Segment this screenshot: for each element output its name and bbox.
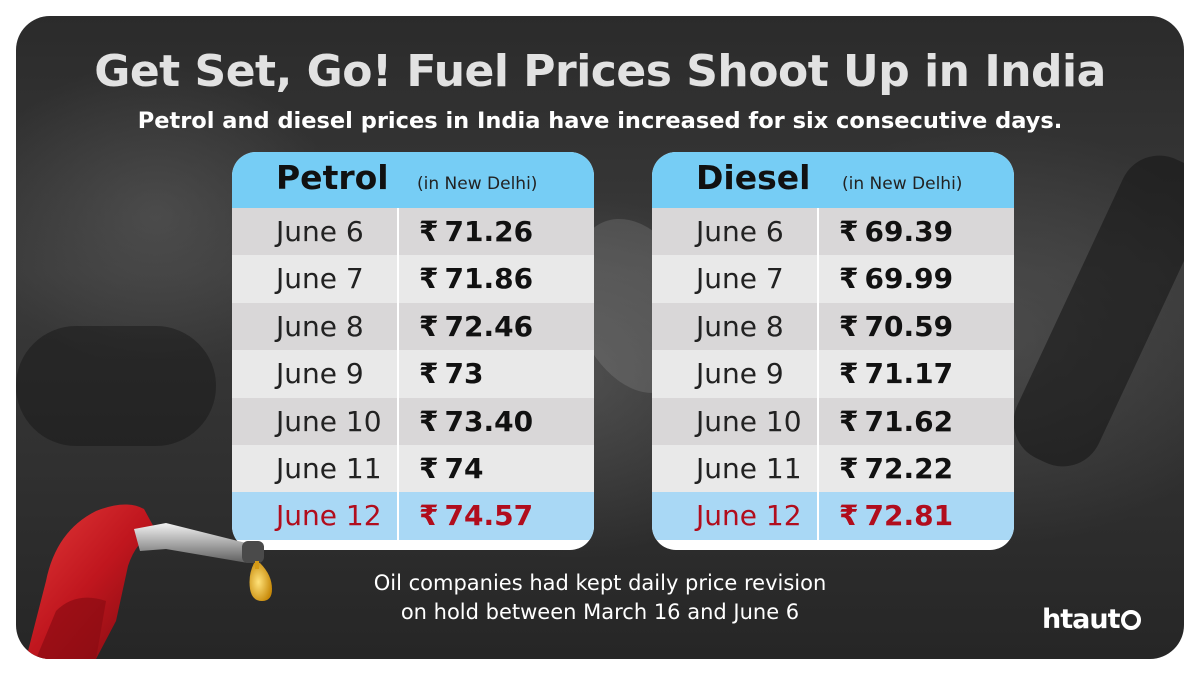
diesel-row-price: 70.59 <box>864 309 954 343</box>
diesel-table-location: (in New Delhi) <box>842 174 963 194</box>
petrol-row-price: 74.57 <box>444 499 534 533</box>
petrol-table-row: June 8 ₹72.46 <box>232 302 594 351</box>
logo-ht-text: ht <box>1042 604 1073 635</box>
background-shadow-shape <box>16 326 216 446</box>
petrol-row-date: June 9 <box>276 357 364 391</box>
petrol-table-row: June 11 ₹74 <box>232 444 594 493</box>
petrol-table-header: Petrol (in New Delhi) <box>232 152 594 208</box>
petrol-row-price-cell: ₹72.46 <box>397 302 594 351</box>
footnote-line-2: on hold between March 16 and June 6 <box>400 600 800 624</box>
diesel-row-price-cell: ₹72.81 <box>817 492 1014 540</box>
diesel-row-price-cell: ₹71.17 <box>817 350 1014 398</box>
fuel-nozzle-icon <box>26 504 272 659</box>
rupee-icon: ₹ <box>839 309 859 343</box>
petrol-table-location: (in New Delhi) <box>417 174 538 194</box>
ht-auto-logo: htaut <box>1042 604 1141 635</box>
diesel-table-row: June 9 ₹71.17 <box>652 350 1014 398</box>
petrol-row-price: 74 <box>444 451 484 485</box>
diesel-row-price: 72.81 <box>864 499 954 533</box>
petrol-row-price-cell: ₹73.40 <box>397 397 594 445</box>
diesel-table-header: Diesel (in New Delhi) <box>652 152 1014 208</box>
petrol-price-table: Petrol (in New Delhi) June 6 ₹71.26 June 7… <box>232 152 594 550</box>
diesel-row-price-cell: ₹69.39 <box>817 208 1014 256</box>
diesel-row-date: June 8 <box>696 309 784 343</box>
petrol-table-row: June 9 ₹73 <box>232 350 594 398</box>
diesel-row-price-cell: ₹71.62 <box>817 397 1014 445</box>
rupee-icon: ₹ <box>419 499 439 533</box>
logo-auto-text: aut <box>1072 604 1120 635</box>
diesel-row-date: June 7 <box>696 262 784 296</box>
footnote: Oil companies had kept daily price revis… <box>316 569 884 627</box>
diesel-row-price-cell: ₹70.59 <box>817 302 1014 351</box>
rupee-icon: ₹ <box>839 215 859 248</box>
background-hose-shape <box>1000 142 1184 480</box>
diesel-table-rows: June 6 ₹69.39 June 7 ₹69.99 June 8 ₹70.59 June… <box>652 208 1014 540</box>
rupee-icon: ₹ <box>839 404 859 438</box>
page-subtitle: Petrol and diesel prices in India have i… <box>137 108 1063 134</box>
footnote-line-1: Oil companies had kept daily price revis… <box>373 571 827 595</box>
diesel-row-price: 71.17 <box>864 357 954 391</box>
diesel-row-date: June 10 <box>696 404 802 438</box>
petrol-table-row: June 12 ₹74.57 <box>232 492 594 540</box>
rupee-icon: ₹ <box>419 215 439 248</box>
rupee-icon: ₹ <box>419 262 439 296</box>
diesel-table-row: June 12 ₹72.81 <box>652 492 1014 540</box>
diesel-row-price: 71.62 <box>864 404 954 438</box>
petrol-row-date: June 7 <box>276 262 364 296</box>
diesel-table-row: June 11 ₹72.22 <box>652 444 1014 493</box>
diesel-row-date: June 12 <box>696 499 802 533</box>
rupee-icon: ₹ <box>419 357 439 391</box>
infographic-card: Get Set, Go! Fuel Prices Shoot Up in Ind… <box>16 16 1184 659</box>
petrol-row-price: 72.46 <box>444 309 534 343</box>
rupee-icon: ₹ <box>839 357 859 391</box>
petrol-table-title: Petrol <box>276 158 389 197</box>
diesel-table-title: Diesel <box>696 158 811 197</box>
petrol-table-row: June 10 ₹73.40 <box>232 397 594 445</box>
rupee-icon: ₹ <box>419 451 439 485</box>
petrol-row-price-cell: ₹71.26 <box>397 208 594 256</box>
petrol-row-price-cell: ₹73 <box>397 350 594 398</box>
diesel-table-row: June 8 ₹70.59 <box>652 302 1014 351</box>
diesel-table-row: June 10 ₹71.62 <box>652 397 1014 445</box>
rupee-icon: ₹ <box>839 451 859 485</box>
petrol-table-row: June 7 ₹71.86 <box>232 255 594 303</box>
petrol-row-date: June 6 <box>276 215 364 248</box>
diesel-row-price: 69.39 <box>864 215 954 248</box>
gear-icon <box>1120 610 1141 630</box>
diesel-row-date: June 6 <box>696 215 784 248</box>
rupee-icon: ₹ <box>419 309 439 343</box>
diesel-price-table: Diesel (in New Delhi) June 6 ₹69.39 June 7… <box>652 152 1014 550</box>
rupee-icon: ₹ <box>419 404 439 438</box>
petrol-row-date: June 11 <box>276 451 382 485</box>
diesel-table-row: June 7 ₹69.99 <box>652 255 1014 303</box>
petrol-row-date: June 12 <box>276 499 382 533</box>
petrol-row-date: June 10 <box>276 404 382 438</box>
petrol-row-price: 71.26 <box>444 215 534 248</box>
rupee-icon: ₹ <box>839 262 859 296</box>
petrol-row-price: 71.86 <box>444 262 534 296</box>
petrol-row-price: 73 <box>444 357 484 391</box>
diesel-row-price: 72.22 <box>864 451 954 485</box>
petrol-row-date: June 8 <box>276 309 364 343</box>
petrol-table-rows: June 6 ₹71.26 June 7 ₹71.86 June 8 ₹72.46 June… <box>232 208 594 540</box>
diesel-row-price-cell: ₹72.22 <box>817 444 1014 493</box>
petrol-table-row: June 6 ₹71.26 <box>232 208 594 256</box>
petrol-row-price: 73.40 <box>444 404 534 438</box>
petrol-row-price-cell: ₹74 <box>397 444 594 493</box>
rupee-icon: ₹ <box>839 499 859 533</box>
petrol-row-price-cell: ₹71.86 <box>397 255 594 303</box>
diesel-row-date: June 9 <box>696 357 784 391</box>
page-title: Get Set, Go! Fuel Prices Shoot Up in Ind… <box>94 46 1106 97</box>
diesel-row-price: 69.99 <box>864 262 954 296</box>
diesel-table-row: June 6 ₹69.39 <box>652 208 1014 256</box>
diesel-row-date: June 11 <box>696 451 802 485</box>
diesel-row-price-cell: ₹69.99 <box>817 255 1014 303</box>
petrol-row-price-cell: ₹74.57 <box>397 492 594 540</box>
